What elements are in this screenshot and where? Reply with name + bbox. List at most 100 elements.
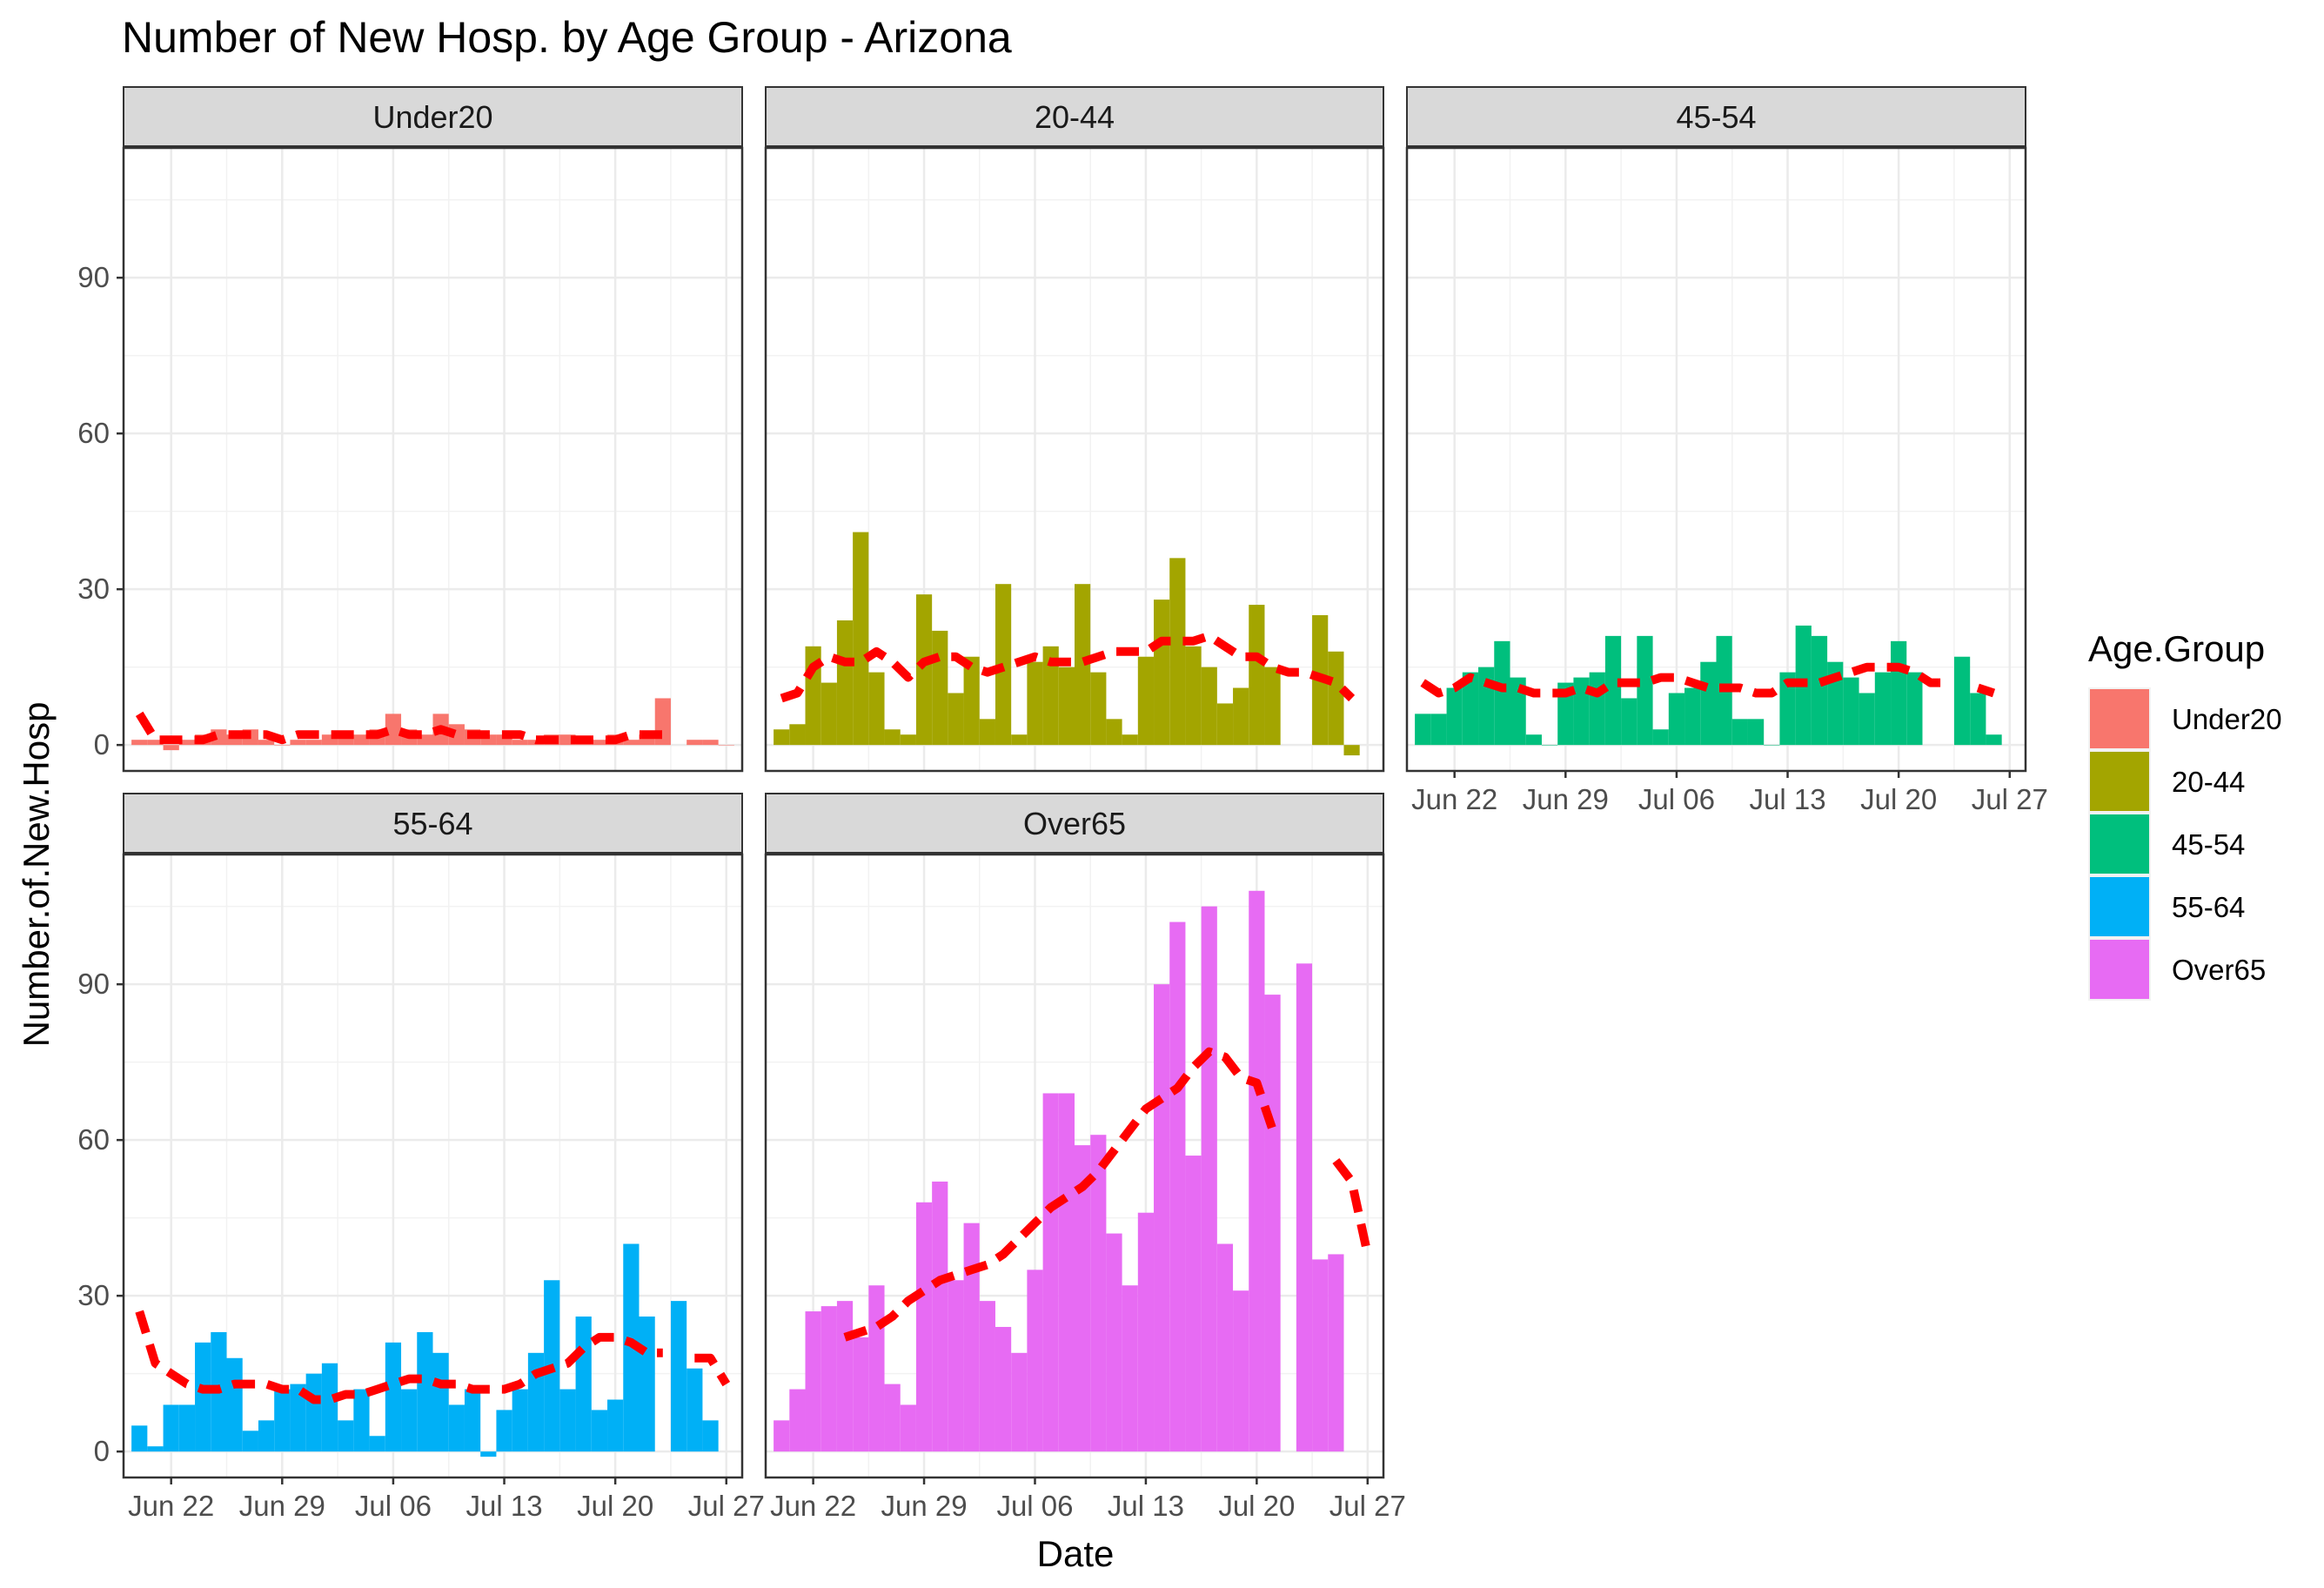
bar	[591, 1410, 608, 1452]
bar	[1343, 745, 1360, 756]
bar	[147, 740, 164, 746]
x-axis-title: Date	[1037, 1533, 1115, 1574]
x-tick-label: Jun 29	[239, 1490, 325, 1522]
y-tick-label: 0	[94, 728, 110, 760]
bar	[1169, 558, 1186, 746]
x-tick-label: Jun 22	[770, 1490, 856, 1522]
bar	[432, 1352, 449, 1452]
panel-background	[124, 148, 742, 771]
chart-title: Number of New Hosp. by Age Group - Arizo…	[122, 13, 1012, 62]
y-axis-title: Number.of.New.Hosp	[16, 702, 57, 1048]
bar	[805, 1311, 821, 1452]
bar	[1779, 672, 1796, 746]
bar	[559, 734, 576, 746]
legend: Age.Group Under20 20-44 45-54 55-64 Over65	[2088, 628, 2282, 1001]
bar	[338, 734, 354, 746]
bar	[527, 1352, 545, 1452]
x-tick-label: Jul 13	[1108, 1490, 1184, 1522]
bar	[1058, 667, 1075, 746]
trend-line-20-44	[780, 631, 1356, 703]
bar	[178, 1404, 196, 1452]
bar	[1589, 672, 1605, 746]
x-tick-label: Jun 22	[128, 1490, 214, 1522]
facet-strip	[765, 793, 1384, 854]
x-tick-label: Jul 06	[355, 1490, 432, 1522]
bar	[1731, 719, 1748, 746]
trend-line-Under20	[135, 711, 663, 745]
bar	[1430, 714, 1447, 746]
bar	[1462, 672, 1479, 746]
bar	[1811, 635, 1828, 746]
facet-panel-55-64: 55-64 0 30 60 90 Jun 22 Jun 29 Jul 06 Jul 13 Jul …	[77, 793, 765, 1522]
bar	[401, 1389, 418, 1452]
bar	[1185, 1156, 1202, 1452]
bar	[884, 1384, 901, 1452]
x-tick-label: Jul 06	[996, 1490, 1073, 1522]
bar	[979, 1301, 995, 1452]
bar	[1075, 584, 1091, 746]
bar	[868, 1285, 885, 1452]
bar	[353, 1389, 370, 1452]
bar	[915, 1202, 933, 1452]
bar	[305, 740, 322, 746]
bar	[1859, 693, 1875, 746]
bar	[1075, 1145, 1091, 1452]
x-tick-label: Jul 13	[466, 1490, 543, 1522]
bar	[789, 1389, 806, 1452]
bar	[1296, 963, 1313, 1452]
bar	[417, 1331, 433, 1452]
facet-strip-label: Over65	[1023, 806, 1126, 841]
bar	[226, 1357, 243, 1452]
bar	[242, 1431, 258, 1452]
bar	[147, 1446, 164, 1452]
legend-key-55-64	[2090, 877, 2149, 936]
y-tick-label: 0	[94, 1435, 110, 1467]
bar	[853, 532, 869, 746]
bar	[1604, 635, 1622, 746]
bar	[178, 740, 196, 746]
bar	[995, 584, 1012, 746]
bar	[575, 1317, 592, 1452]
panel-border	[122, 853, 744, 1479]
bar	[1573, 677, 1590, 746]
bar	[1764, 745, 1780, 746]
facet-strip	[765, 86, 1384, 147]
bar	[1510, 677, 1526, 746]
bar	[1106, 719, 1122, 746]
legend-label: 55-64	[2172, 891, 2245, 923]
bar	[718, 745, 734, 746]
bar	[305, 1373, 322, 1452]
bar	[1027, 1270, 1043, 1452]
panel-border	[122, 146, 744, 773]
bar	[559, 1389, 576, 1452]
bar	[226, 734, 243, 746]
x-tick-label: Jun 22	[1411, 783, 1497, 815]
bar	[1249, 605, 1265, 746]
x-tick-label: Jun 29	[881, 1490, 968, 1522]
facet-strip-label: 45-54	[1676, 99, 1756, 135]
bar	[369, 1436, 385, 1452]
x-tick-label: Jul 27	[688, 1490, 765, 1522]
bar	[512, 1389, 528, 1452]
legend-label: Under20	[2172, 703, 2282, 735]
bar	[1090, 672, 1107, 746]
bar	[353, 734, 370, 746]
trend-line-45-54	[1420, 662, 1996, 698]
bar	[321, 734, 338, 746]
bar	[1637, 635, 1653, 746]
bar	[1668, 693, 1685, 746]
legend-key-45-54	[2090, 814, 2149, 874]
bar	[948, 1280, 964, 1452]
bar	[979, 719, 995, 746]
bar	[670, 1301, 687, 1452]
legend-label: Over65	[2172, 954, 2266, 986]
bar	[258, 1420, 275, 1452]
x-tick-label: Jul 20	[1218, 1490, 1295, 1522]
bar	[836, 1301, 854, 1452]
bars-55-64	[131, 1243, 719, 1457]
bar	[1185, 646, 1202, 746]
bar	[1106, 1233, 1122, 1452]
facet-strip	[1406, 86, 2026, 147]
bar	[338, 1420, 354, 1452]
bar	[1684, 687, 1701, 746]
